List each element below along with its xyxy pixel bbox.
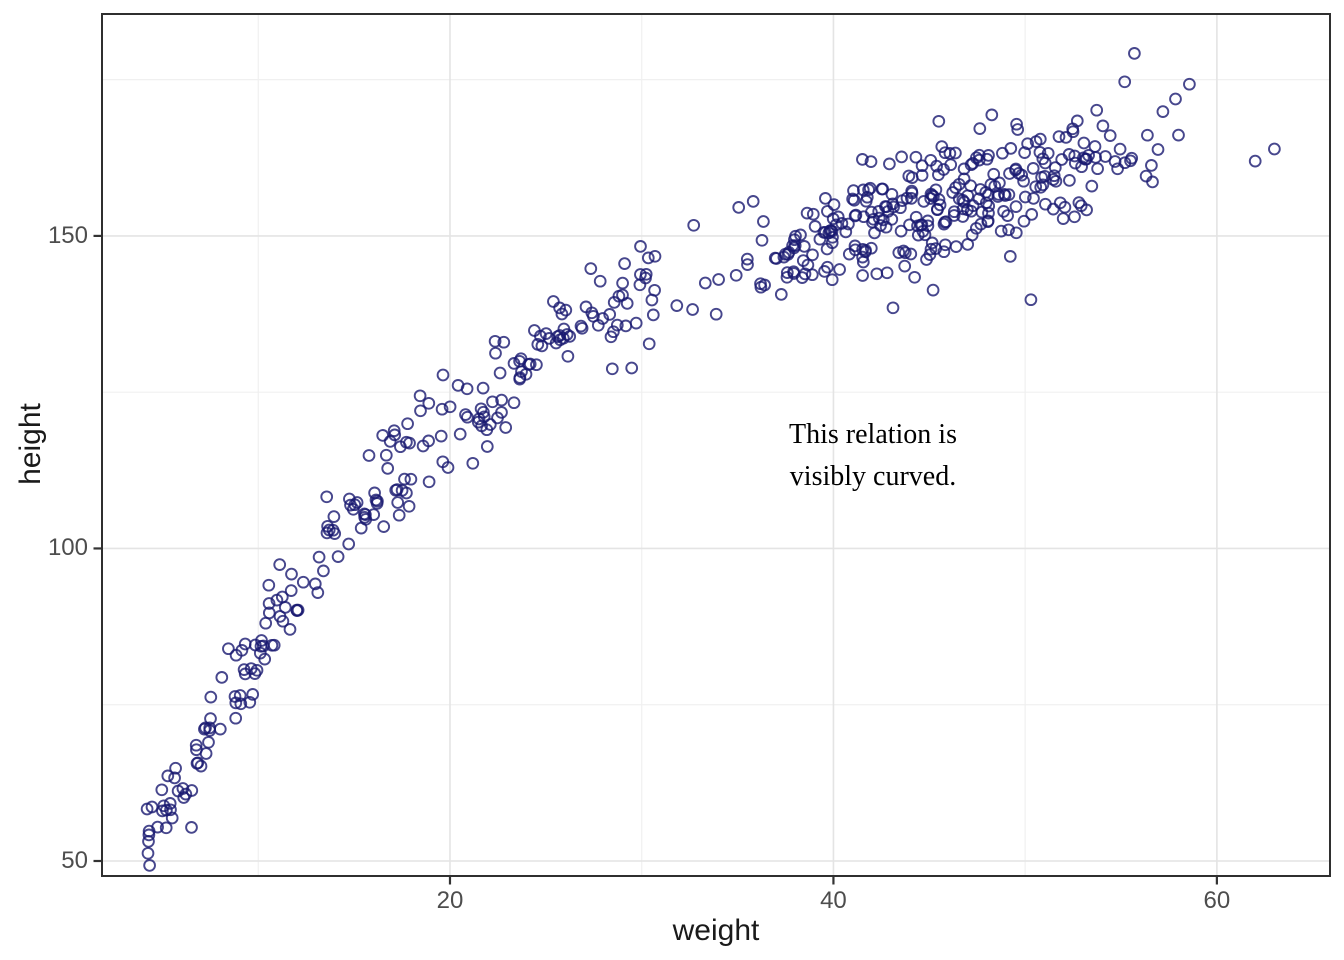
- y-tick-label: 100: [47, 534, 88, 562]
- x-axis-title: weight: [672, 914, 760, 947]
- data-points: [140, 47, 1281, 872]
- axis-tick-marks: [93, 234, 1218, 885]
- annotation-line-2: visibly curved.: [789, 461, 957, 492]
- y-axis-title: height: [14, 403, 47, 485]
- panel-border: [101, 13, 1331, 877]
- y-tick-label: 150: [47, 221, 88, 249]
- x-tick-label: 40: [820, 887, 847, 914]
- y-tick-label: 50: [61, 846, 88, 874]
- annotation-text: This relation is visibly curved.: [789, 414, 957, 498]
- x-tick-label: 60: [1203, 887, 1231, 914]
- x-tick-label: 20: [436, 887, 464, 914]
- annotation-line-1: This relation is: [789, 419, 957, 450]
- gridlines-major: [102, 14, 1330, 876]
- gridlines-minor: [102, 14, 1330, 876]
